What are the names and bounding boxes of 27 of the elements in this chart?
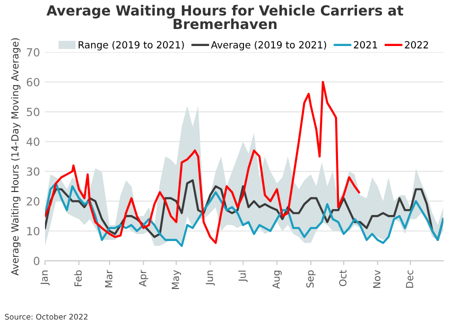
x-tick-label: Jan <box>40 270 50 286</box>
x-tick-label: Oct <box>339 270 347 286</box>
x-tick-label: May <box>172 270 181 289</box>
y-tick-label: 70 <box>26 48 40 57</box>
y-tick-label: 20 <box>26 197 40 206</box>
x-tick-label: Jun <box>206 270 215 286</box>
y-tick-label: 0 <box>34 256 40 266</box>
x-tick-label: Jul <box>238 270 248 282</box>
x-tick-label: Aug <box>272 270 282 289</box>
y-tick-label: 40 <box>26 138 40 146</box>
legend-label: 2022 <box>404 41 428 48</box>
y-tick-label: 50 <box>26 108 40 116</box>
y-tick-label: 10 <box>27 226 40 236</box>
x-tick-label: Sep <box>306 270 316 288</box>
legend-label: Average (2019 to 2021) <box>211 40 326 50</box>
x-tick-label: Mar <box>105 270 112 288</box>
x-tick-label: Feb <box>74 270 82 286</box>
legend-label: 2021 <box>354 41 378 48</box>
chart-title: Average Waiting Hours for Vehicle Carriers at Bremerhaven <box>46 4 404 30</box>
legend-label: Range (2019 to 2021) <box>78 40 184 50</box>
y-tick-label: 30 <box>26 167 40 176</box>
x-tick-label: Dec <box>406 270 414 288</box>
x-tick-label: Apr <box>139 270 148 287</box>
y-axis-title: Average Waiting Hours (14-Day Moving Average) <box>11 38 20 276</box>
y-tick-label: 60 <box>26 78 40 86</box>
x-tick-label: Nov <box>373 270 380 288</box>
line-series <box>45 80 360 244</box>
